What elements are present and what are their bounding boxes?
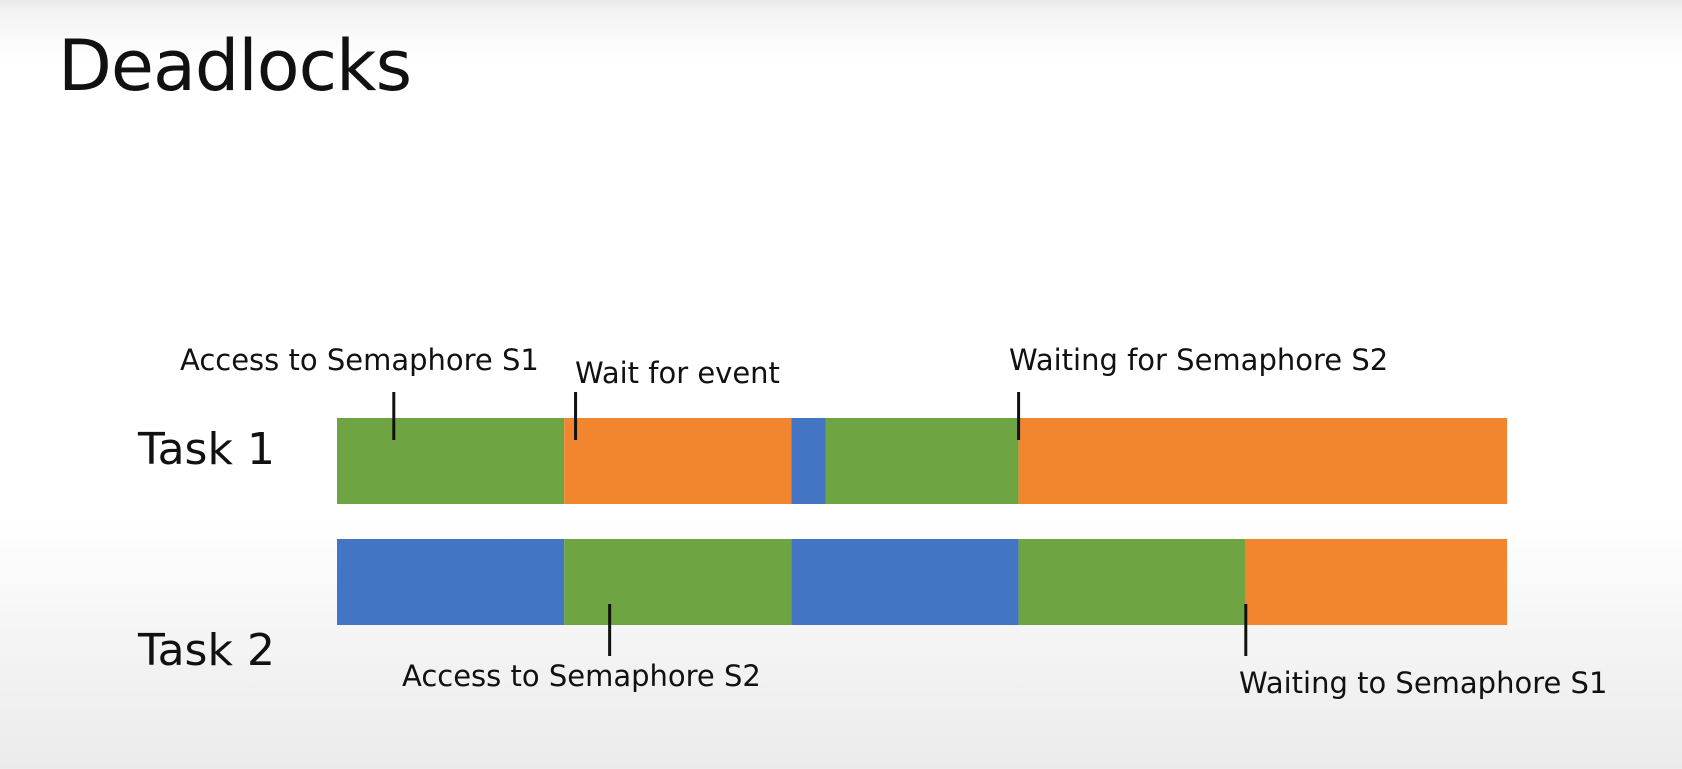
task-1-segment-5-blocked: [1018, 418, 1508, 504]
task-2-label: Task 2: [138, 625, 275, 676]
task-2-segment-4-running: [1018, 539, 1246, 625]
task-2-event-waiting-s1-label: Waiting to Semaphore S1: [1239, 666, 1608, 700]
task-2-segment-5-blocked: [1245, 539, 1508, 625]
task-2-segment-2-running: [564, 539, 792, 625]
task-1-event-wait-for-event-label: Wait for event: [575, 356, 780, 390]
task-1-segment-2-blocked: [564, 418, 792, 504]
task-1-event-waiting-s2-label: Waiting for Semaphore S2: [1009, 343, 1389, 377]
task-1-segment-4-running: [825, 418, 1019, 504]
task-1-event-access-s1-label: Access to Semaphore S1: [180, 343, 539, 377]
task-1-segment-1-running: [337, 418, 565, 504]
task-1-segment-3-other: [791, 418, 826, 504]
slide-title: Deadlocks: [58, 25, 412, 107]
task-2-segment-3-other: [791, 539, 1019, 625]
task-2-event-access-s2-label: Access to Semaphore S2: [402, 659, 761, 693]
task-1-label: Task 1: [138, 424, 275, 475]
task-2-segment-1-other: [337, 539, 565, 625]
